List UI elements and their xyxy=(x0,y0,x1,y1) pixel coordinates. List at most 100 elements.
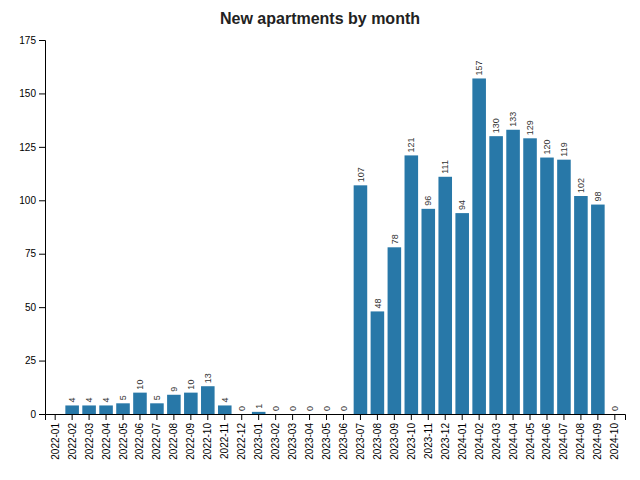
data-label: 0 xyxy=(288,406,298,411)
data-label: 4 xyxy=(101,397,111,402)
x-tick-label: 2024-01 xyxy=(457,423,468,460)
bars xyxy=(65,78,604,414)
data-label: 119 xyxy=(559,142,569,156)
x-tick-label: 2023-07 xyxy=(355,423,366,460)
data-label: 102 xyxy=(576,178,586,193)
y-axis: 0255075100125150175 xyxy=(19,35,45,420)
x-tick-label: 2023-12 xyxy=(440,423,451,460)
x-tick-mark xyxy=(428,414,429,420)
y-tick: 150 xyxy=(19,88,45,99)
y-tick-mark xyxy=(39,93,45,94)
y-tick: 0 xyxy=(30,409,45,420)
data-label: 121 xyxy=(406,137,416,152)
x-tick: 2024-02 xyxy=(474,414,485,460)
x-tick-mark xyxy=(72,414,73,420)
x-tick-mark xyxy=(360,414,361,420)
x-tick-label: 2023-03 xyxy=(287,423,298,460)
x-tick: 2022-10 xyxy=(202,414,213,460)
x-tick: 2022-02 xyxy=(67,414,78,460)
x-tick-label: 2023-11 xyxy=(423,423,434,459)
x-tick-label: 2022-04 xyxy=(101,423,112,460)
x-tick: 2022-06 xyxy=(134,414,145,460)
x-tick-label: 2023-04 xyxy=(304,423,315,460)
data-label: 4 xyxy=(84,397,94,402)
y-tick-mark xyxy=(39,147,45,148)
y-tick-label: 75 xyxy=(25,248,37,259)
x-tick-mark xyxy=(496,414,497,420)
x-tick: 2022-07 xyxy=(151,414,162,460)
x-tick: 2024-04 xyxy=(508,414,519,460)
x-tick-mark xyxy=(614,414,615,420)
bar xyxy=(286,414,300,415)
x-tick: 2023-12 xyxy=(440,414,451,460)
y-tick-label: 150 xyxy=(19,88,36,99)
data-label: 0 xyxy=(237,406,247,411)
data-label: 94 xyxy=(457,200,467,210)
data-label: 130 xyxy=(491,118,501,133)
y-tick-mark xyxy=(39,200,45,201)
data-label: 1 xyxy=(254,404,264,409)
data-labels: 4445105910134010000010748781219611194157… xyxy=(67,60,620,411)
x-tick: 2022-01 xyxy=(50,414,61,460)
chart-title: New apartments by month xyxy=(220,10,420,27)
y-tick: 125 xyxy=(19,142,45,153)
x-tick-label: 2022-07 xyxy=(151,423,162,460)
x-tick-label: 2023-06 xyxy=(338,423,349,460)
x-tick: 2023-10 xyxy=(406,414,417,460)
data-label: 0 xyxy=(610,406,620,411)
bar xyxy=(99,405,113,414)
x-tick-mark xyxy=(530,414,531,420)
bar xyxy=(320,414,334,415)
x-tick-label: 2024-03 xyxy=(491,423,502,460)
x-tick-label: 2024-10 xyxy=(609,423,620,460)
x-tick-mark xyxy=(275,414,276,420)
x-tick: 2023-09 xyxy=(389,414,400,460)
data-label: 0 xyxy=(305,406,315,411)
bar xyxy=(235,414,249,415)
x-tick-mark xyxy=(258,414,259,420)
y-tick: 175 xyxy=(19,35,45,46)
data-label: 5 xyxy=(152,395,162,400)
bar xyxy=(557,160,571,414)
x-tick-label: 2023-10 xyxy=(406,423,417,460)
y-tick-label: 175 xyxy=(19,35,36,46)
x-tick-mark xyxy=(207,414,208,420)
y-tick-label: 0 xyxy=(30,409,36,420)
x-tick-label: 2023-02 xyxy=(270,423,281,460)
x-tick-label: 2022-01 xyxy=(50,423,61,460)
y-tick: 50 xyxy=(25,302,45,313)
x-tick: 2024-01 xyxy=(457,414,468,460)
x-tick-label: 2023-09 xyxy=(389,423,400,460)
x-tick: 2024-09 xyxy=(592,414,603,460)
x-tick-mark xyxy=(55,414,56,420)
x-tick-mark xyxy=(377,414,378,420)
bar xyxy=(506,130,520,414)
data-label: 107 xyxy=(356,167,366,182)
x-tick: 2023-01 xyxy=(253,414,264,460)
x-tick-label: 2024-06 xyxy=(541,423,552,460)
bar xyxy=(421,209,435,414)
x-tick-label: 2022-11 xyxy=(219,423,230,459)
y-tick-label: 125 xyxy=(19,142,36,153)
x-tick-label: 2022-10 xyxy=(202,423,213,460)
y-tick: 75 xyxy=(25,248,45,259)
bar xyxy=(574,196,588,414)
data-label: 10 xyxy=(186,380,196,390)
x-tick: 2023-04 xyxy=(304,414,315,460)
x-tick-mark xyxy=(173,414,174,420)
data-label: 13 xyxy=(203,373,213,383)
y-tick-mark xyxy=(39,40,45,41)
x-tick-label: 2023-08 xyxy=(372,423,383,460)
x-tick: 2022-04 xyxy=(101,414,112,460)
bar xyxy=(455,213,469,414)
bar xyxy=(133,393,147,414)
x-tick-mark xyxy=(343,414,344,420)
x-tick: 2024-08 xyxy=(575,414,586,460)
bar xyxy=(354,185,368,414)
bar xyxy=(303,414,317,415)
x-tick-mark xyxy=(156,414,157,420)
y-tick-label: 100 xyxy=(19,195,36,206)
y-tick-mark xyxy=(39,361,45,362)
bar xyxy=(167,395,181,414)
x-tick: 2024-05 xyxy=(525,414,536,460)
